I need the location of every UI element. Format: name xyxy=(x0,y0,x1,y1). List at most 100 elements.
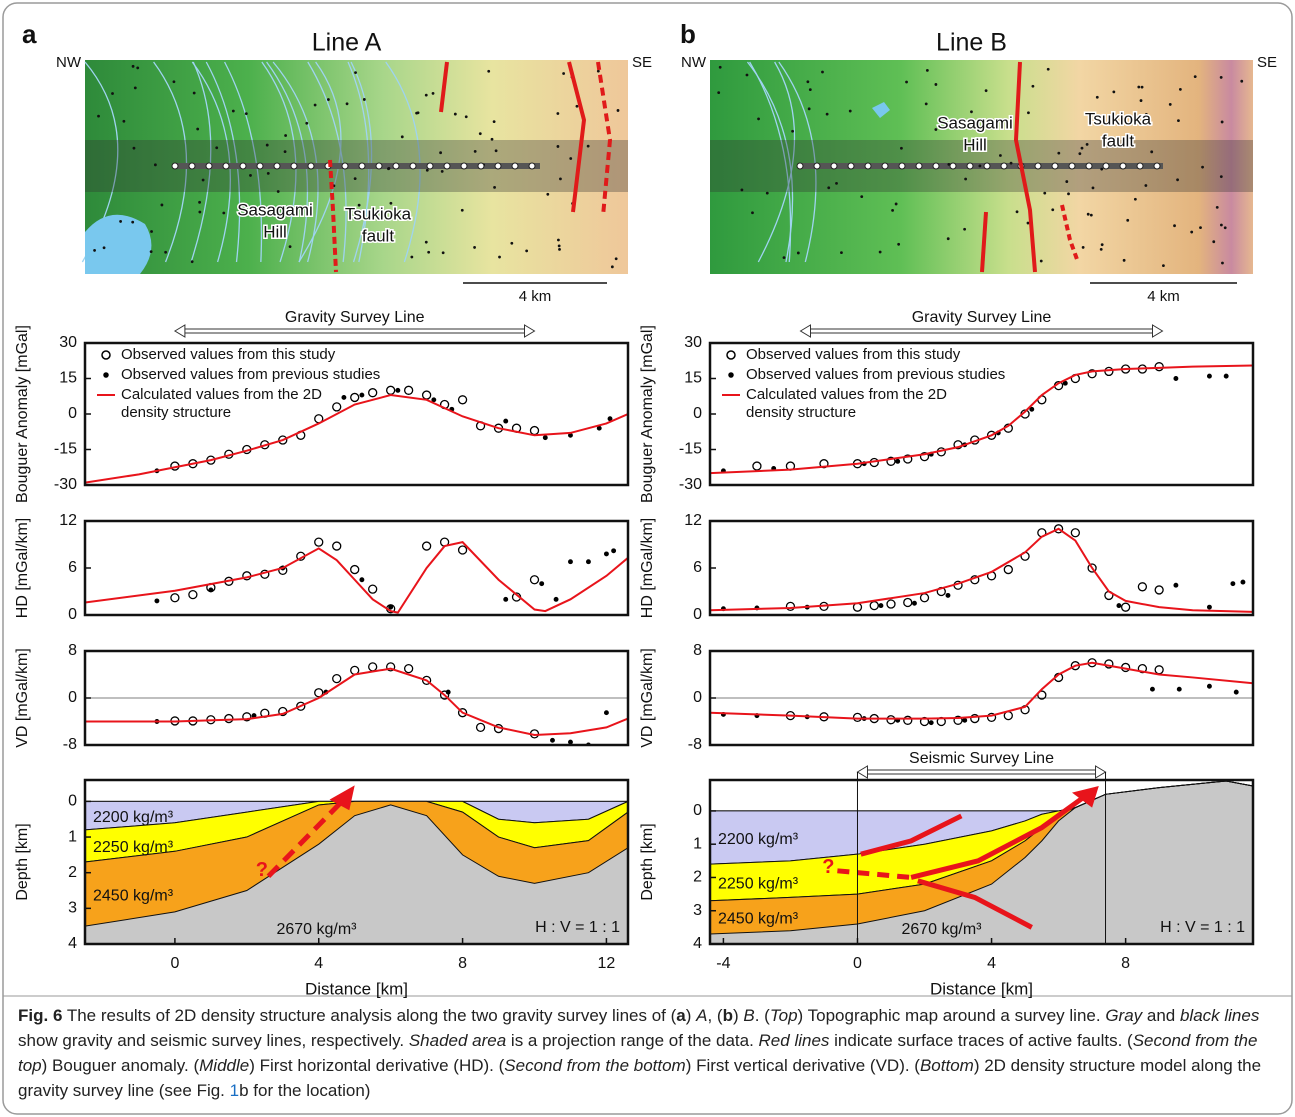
observed-point xyxy=(421,675,432,686)
station-dot xyxy=(150,230,153,233)
station-dot xyxy=(740,188,744,192)
station-dot xyxy=(427,250,431,254)
previous-point xyxy=(1206,604,1212,610)
station-dot xyxy=(276,190,280,193)
previous-point xyxy=(603,551,609,557)
legend-symbol xyxy=(103,372,109,378)
lake xyxy=(85,214,152,274)
station xyxy=(188,162,196,170)
station-dot xyxy=(1176,178,1179,182)
station-dot xyxy=(1100,167,1104,171)
station-dot xyxy=(1122,258,1126,262)
station xyxy=(239,162,247,170)
station-dot xyxy=(153,163,157,167)
station-dot xyxy=(198,210,202,214)
y-tick-label: 3 xyxy=(693,902,702,919)
panel-title: Line A xyxy=(312,29,382,57)
y-tick-label: 1 xyxy=(693,835,702,852)
previous-point xyxy=(611,548,617,554)
observed-point xyxy=(386,385,396,395)
station-dot xyxy=(848,109,852,113)
calculated-line xyxy=(710,527,1253,613)
station-dot xyxy=(1046,67,1050,71)
station xyxy=(932,162,940,170)
observed-point xyxy=(314,537,324,547)
map-corner: NW xyxy=(681,54,707,71)
plot-frame xyxy=(708,519,1255,617)
station xyxy=(796,162,804,170)
station xyxy=(375,162,383,170)
station-dot xyxy=(925,68,929,72)
y-tick-label: 0 xyxy=(68,793,77,810)
y-tick-label: 8 xyxy=(68,642,77,659)
station-dot xyxy=(490,137,494,141)
observed-point xyxy=(919,716,930,727)
station-dot xyxy=(558,247,561,251)
station-dot xyxy=(1215,205,1219,209)
station-dot xyxy=(934,128,938,131)
fault-line xyxy=(910,793,1087,880)
legend-marker xyxy=(103,372,109,378)
observed-point xyxy=(386,662,396,672)
plot-area xyxy=(710,658,1253,727)
station xyxy=(290,162,298,170)
plot-area xyxy=(85,385,628,484)
caption-text: The results of 2D density structure anal… xyxy=(62,1006,677,1025)
station-dot xyxy=(111,92,114,95)
station xyxy=(1136,162,1144,170)
station-dot xyxy=(1078,152,1082,156)
station-dot xyxy=(525,249,529,253)
station-dot xyxy=(493,186,496,189)
station-dot xyxy=(473,246,476,249)
layer-label: 2670 kg/m³ xyxy=(276,921,357,938)
station-dot xyxy=(1126,218,1130,222)
station-dot xyxy=(357,203,361,207)
caption-text: ) xyxy=(685,1006,697,1025)
caption-text: ) Bouguer anomaly. ( xyxy=(41,1056,200,1075)
caption-text: Gray xyxy=(1105,1006,1143,1025)
station-dot xyxy=(1201,165,1204,169)
station-dot xyxy=(122,119,126,123)
plot-frame xyxy=(83,778,630,946)
previous-point xyxy=(1223,373,1229,379)
river xyxy=(757,61,796,263)
station-dot xyxy=(265,143,269,147)
station-dot xyxy=(1089,213,1093,217)
station-dot xyxy=(614,257,618,261)
observed-point xyxy=(332,402,342,412)
station-dot xyxy=(244,112,248,116)
x-tick-label: 12 xyxy=(598,955,616,972)
y-axis-label: HD [mGal/km] xyxy=(14,518,31,618)
caption-text: Shaded area xyxy=(408,1031,507,1050)
observed-point xyxy=(970,713,980,724)
observed-point xyxy=(1087,563,1097,573)
station xyxy=(1102,162,1110,170)
observed-point xyxy=(919,451,930,462)
map-label: Sasagami xyxy=(237,200,313,219)
fault-trace xyxy=(439,61,449,113)
arrow-head xyxy=(1072,785,1099,808)
y-tick-label: 3 xyxy=(68,900,77,917)
observed-point xyxy=(1154,665,1164,675)
station-dot xyxy=(266,171,270,175)
station xyxy=(1085,162,1093,170)
station-dot xyxy=(119,220,122,223)
previous-point xyxy=(568,559,573,565)
station-dot xyxy=(1065,180,1069,183)
observed-point xyxy=(314,688,324,698)
station xyxy=(358,162,366,170)
y-tick-label: -8 xyxy=(63,736,77,753)
station-dot xyxy=(1240,79,1244,83)
pond xyxy=(872,102,890,118)
station-dot xyxy=(283,150,287,154)
station-dot xyxy=(424,93,428,97)
station-dot xyxy=(460,208,464,212)
calculated-line xyxy=(85,667,628,737)
previous-point xyxy=(1062,380,1068,386)
previous-point xyxy=(962,717,968,723)
station-dot xyxy=(808,88,812,92)
map-corner: SE xyxy=(1257,54,1277,71)
station-dot xyxy=(249,174,252,177)
station-dot xyxy=(1026,221,1030,225)
